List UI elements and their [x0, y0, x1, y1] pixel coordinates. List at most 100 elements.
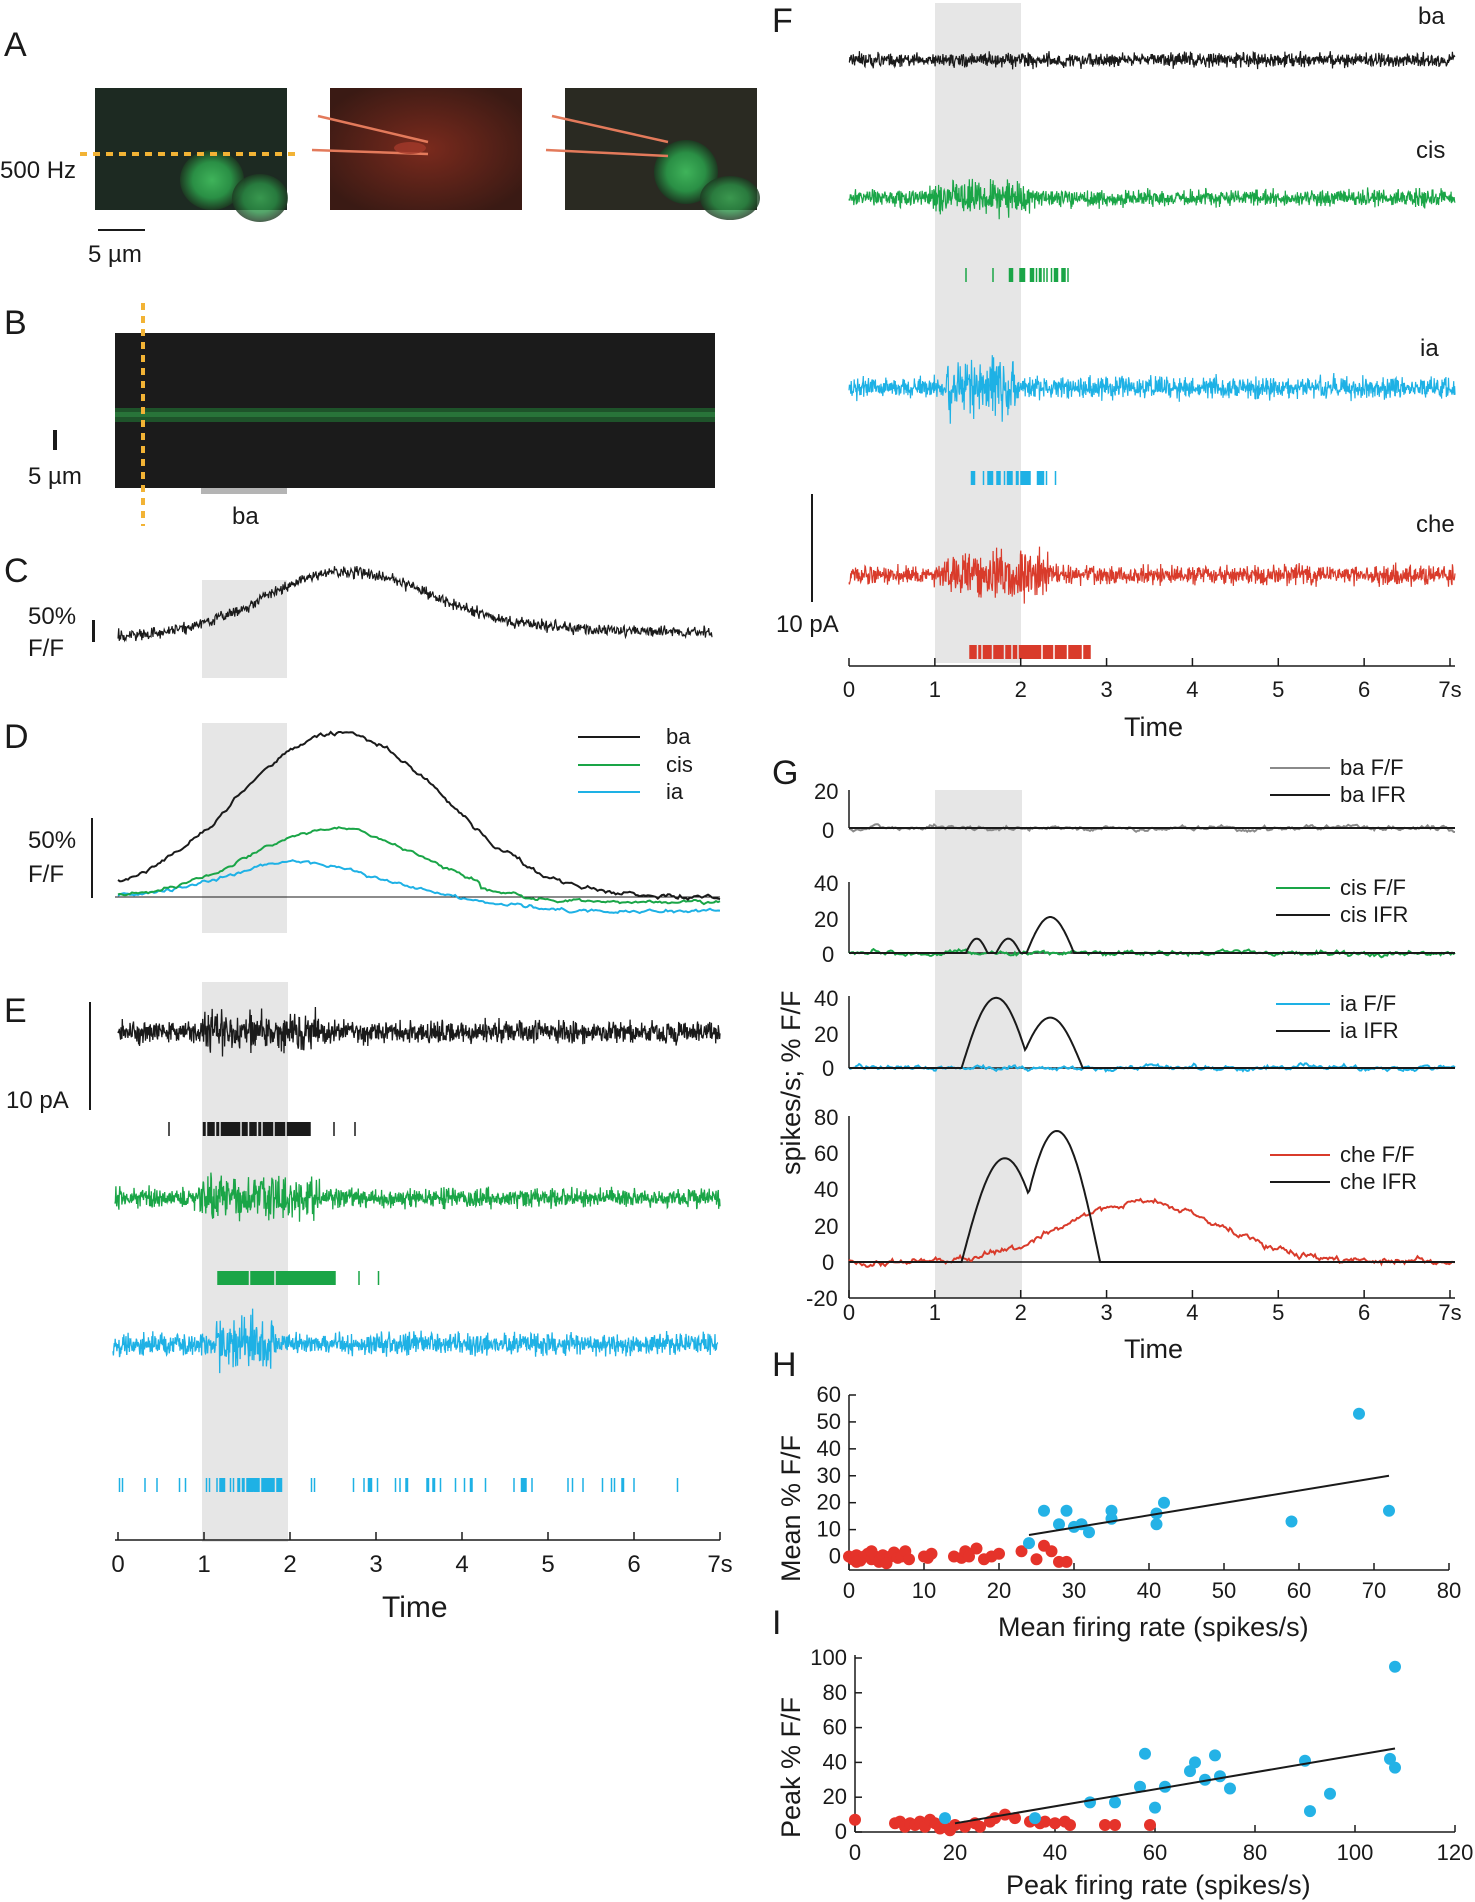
ytick-hTicks-2: 40: [817, 1436, 841, 1461]
tick-label-ticksF-6: 6: [1358, 677, 1370, 702]
time-ticks-e: 0 1 2 3 4 5 6 7s: [111, 1532, 733, 1578]
panel-label-e: E: [4, 992, 27, 1030]
h-fit-line: [1028, 1474, 1390, 1536]
point-iPoints-red-14: [959, 1820, 971, 1833]
point-hPoints-blue-3: [1060, 1504, 1073, 1517]
tick-label-ticksG-7: 7s: [1438, 1300, 1461, 1325]
point-iPoints-blue-16: [1324, 1787, 1336, 1800]
ytick-iTicks-1: 80: [823, 1680, 847, 1705]
xtick-iTicks-1: 20: [943, 1840, 967, 1865]
panel-label-a: A: [4, 26, 27, 64]
panel-label-d: D: [4, 718, 29, 756]
panel-label-g: G: [772, 754, 798, 792]
legend-label-d-ia: ia: [666, 779, 684, 804]
stim-shade-d: [202, 723, 287, 933]
point-iPoints-red-29: [1109, 1819, 1121, 1831]
current-trace-f-cis: [848, 178, 1456, 220]
spike-raster-f-ia: [970, 471, 1057, 485]
xtick-hTicks-1: 10: [912, 1578, 936, 1603]
point-iPoints-blue-9: [1189, 1756, 1201, 1769]
xtick-iTicks-4: 80: [1243, 1840, 1267, 1865]
panel-c: 50% F/F: [28, 566, 713, 678]
spike-raster-e-cis: [217, 1271, 380, 1285]
stim-shade-g: [935, 790, 1022, 1298]
trace-d-ia: [117, 859, 721, 915]
point-hPoints-red-19: [880, 1557, 893, 1570]
g-legend-ia-ifr: ia IFR: [1340, 1018, 1399, 1043]
point-iPoints-blue-6: [1149, 1801, 1161, 1814]
panel-label-i: I: [772, 1604, 781, 1642]
point-iPoints-red-16: [974, 1820, 986, 1833]
point-iPoints-blue-13: [1224, 1782, 1236, 1795]
current-trace-f-ia: [848, 355, 1456, 424]
stim-bar-b: [201, 488, 287, 494]
g-cis-ifr-trace: [849, 916, 1455, 954]
xtick-hTicks-8: 80: [1437, 1578, 1461, 1603]
tick-label-ticksE-2: 2: [283, 1551, 296, 1578]
point-iPoints-blue-5: [1139, 1747, 1151, 1760]
point-hPoints-blue-6: [1083, 1526, 1095, 1539]
g-legend-cis-ff: cis F/F: [1340, 875, 1406, 900]
scale-label-e: 10 pA: [6, 1087, 69, 1114]
g-s3-ytick-0: 0: [822, 1056, 834, 1081]
scale-label-a: 5 µm: [88, 241, 142, 268]
g-s4-ytick-40: 40: [814, 1177, 838, 1202]
image-a1-green-cells: [95, 88, 288, 222]
point-iPoints-blue-18: [1389, 1761, 1401, 1774]
point-hPoints-blue-14: [1383, 1504, 1395, 1517]
legend-label-d-cis: cis: [666, 752, 693, 777]
point-iPoints-blue-8: [1184, 1765, 1196, 1778]
point-hPoints-red-34: [1045, 1545, 1058, 1558]
xtick-hTicks-2: 20: [987, 1578, 1011, 1603]
i-x-label: Peak firing rate (spikes/s): [1006, 1870, 1311, 1900]
tick-label-ticksF-3: 3: [1100, 677, 1112, 702]
point-iPoints-red-25: [1049, 1817, 1061, 1830]
panel-f: ba cis ia che 10 pA 0 1 2 3 4 5 6 7s Time: [776, 3, 1462, 742]
ytick-iTicks-2: 60: [823, 1715, 847, 1740]
tick-label-ticksG-3: 3: [1100, 1300, 1112, 1325]
tick-label-ticksF-4: 4: [1186, 677, 1198, 702]
point-iPoints-blue-11: [1209, 1749, 1221, 1762]
tick-label-ticksG-4: 4: [1186, 1300, 1198, 1325]
point-hPoints-blue-13: [1353, 1407, 1365, 1420]
calcium-trace-c: [117, 566, 713, 643]
g-s3-ytick-20: 20: [814, 1022, 838, 1047]
point-iPoints-blue-1: [1029, 1812, 1041, 1825]
panel-label-h: H: [772, 1346, 797, 1384]
g-legend-che-ff: che F/F: [1340, 1142, 1415, 1167]
point-iPoints-blue-12: [1214, 1770, 1226, 1783]
x-label-f: Time: [1124, 712, 1183, 742]
point-iPoints-red-0: [849, 1813, 861, 1826]
point-hPoints-red-26: [963, 1550, 975, 1563]
point-iPoints-blue-15: [1304, 1805, 1316, 1818]
i-ticks: 0 20 40 60 80 100 120 100 80 60 40 20 0: [810, 1645, 1473, 1865]
xtick-hTicks-3: 30: [1062, 1578, 1086, 1603]
tick-label-ticksE-3: 3: [369, 1551, 382, 1578]
x-label-e: Time: [382, 1591, 448, 1624]
point-iPoints-blue-0: [939, 1812, 951, 1825]
tick-label-ticksG-1: 1: [929, 1300, 941, 1325]
point-hPoints-red-30: [993, 1547, 1005, 1560]
spike-raster-f-cis: [965, 268, 1069, 282]
point-hPoints-red-31: [1015, 1545, 1028, 1558]
legend-label-d-ba: ba: [666, 724, 691, 749]
xtick-iTicks-5: 100: [1337, 1840, 1374, 1865]
scale-bar-b: [53, 430, 57, 450]
point-hPoints-red-17: [850, 1555, 863, 1568]
xtick-hTicks-6: 60: [1287, 1578, 1311, 1603]
g-s1-ytick-20: 20: [814, 779, 838, 804]
current-trace-f-ba: [848, 50, 1456, 70]
xtick-hTicks-4: 40: [1137, 1578, 1161, 1603]
scan-rate-label: 500 Hz: [0, 157, 76, 184]
panel-b: 5 µm ba: [28, 303, 715, 530]
g-s2-ytick-20: 20: [814, 907, 838, 932]
g-s4-ytick-neg20: -20: [806, 1286, 838, 1311]
panel-g: 20 0 40 20 0 40 20 0 80 60 40 20 0 -20 b…: [776, 755, 1462, 1364]
g-s4-ytick-0: 0: [822, 1250, 834, 1275]
point-iPoints-blue-19: [1389, 1660, 1401, 1673]
xtick-iTicks-2: 40: [1043, 1840, 1067, 1865]
point-hPoints-blue-9: [1150, 1518, 1163, 1531]
g-legend-cis-ifr: cis IFR: [1340, 902, 1408, 927]
